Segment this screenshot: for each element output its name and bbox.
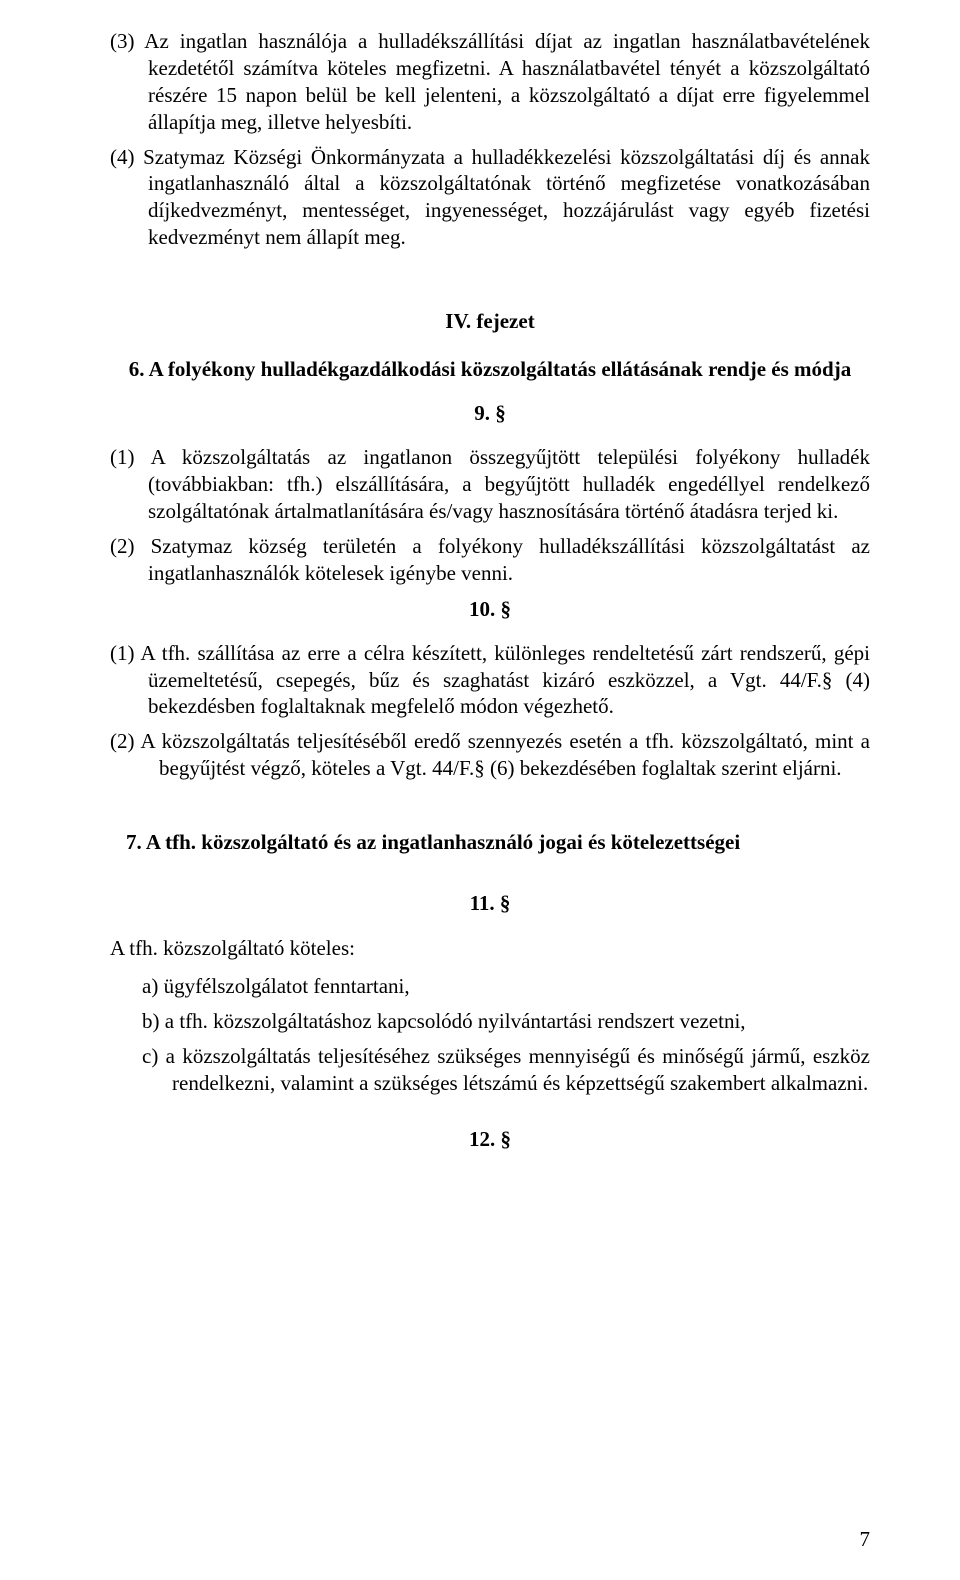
section-number-12: 12. § bbox=[110, 1127, 870, 1152]
paragraph-4: (4) Szatymaz Községi Önkormányzata a hul… bbox=[110, 144, 870, 252]
list-item-11-a: a) ügyfélszolgálatot fenntartani, bbox=[110, 973, 870, 1000]
chapter-heading-4: IV. fejezet bbox=[110, 309, 870, 334]
paragraph-3: (3) Az ingatlan használója a hulladékszá… bbox=[110, 28, 870, 136]
paragraph-10-2: (2) A közszolgáltatás teljesítéséből ere… bbox=[110, 728, 870, 782]
section-title-7: 7. A tfh. közszolgáltató és az ingatlanh… bbox=[110, 830, 870, 855]
list-item-11-b: b) a tfh. közszolgáltatáshoz kapcsolódó … bbox=[110, 1008, 870, 1035]
paragraph-9-2: (2) Szatymaz község területén a folyékon… bbox=[110, 533, 870, 587]
intro-11: A tfh. közszolgáltató köteles: bbox=[110, 936, 870, 961]
spacer bbox=[110, 1105, 870, 1117]
section-title-6: 6. A folyékony hulladékgazdálkodási közs… bbox=[110, 356, 870, 383]
document-page: (3) Az ingatlan használója a hulladékszá… bbox=[0, 0, 960, 1580]
paragraph-9-1: (1) A közszolgáltatás az ingatlanon össz… bbox=[110, 444, 870, 525]
page-number: 7 bbox=[860, 1527, 871, 1552]
list-item-11-c: c) a közszolgáltatás teljesítéséhez szük… bbox=[110, 1043, 870, 1097]
section-number-11: 11. § bbox=[110, 891, 870, 916]
paragraph-10-1: (1) A tfh. szállítása az erre a célra ké… bbox=[110, 640, 870, 721]
section-number-10: 10. § bbox=[110, 597, 870, 622]
section-number-9: 9. § bbox=[110, 401, 870, 426]
